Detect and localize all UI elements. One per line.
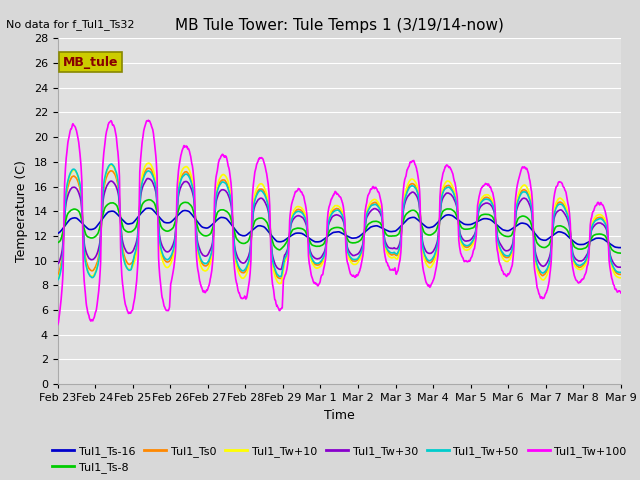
X-axis label: Time: Time [324, 408, 355, 421]
Text: MB_tule: MB_tule [63, 56, 119, 69]
Title: MB Tule Tower: Tule Temps 1 (3/19/14-now): MB Tule Tower: Tule Temps 1 (3/19/14-now… [175, 18, 504, 33]
Y-axis label: Temperature (C): Temperature (C) [15, 160, 28, 262]
Legend: Tul1_Ts-16, Tul1_Ts-8, Tul1_Ts0, Tul1_Tw+10, Tul1_Tw+30, Tul1_Tw+50, Tul1_Tw+100: Tul1_Ts-16, Tul1_Ts-8, Tul1_Ts0, Tul1_Tw… [47, 442, 631, 478]
Text: No data for f_Tul1_Ts32: No data for f_Tul1_Ts32 [6, 19, 135, 30]
